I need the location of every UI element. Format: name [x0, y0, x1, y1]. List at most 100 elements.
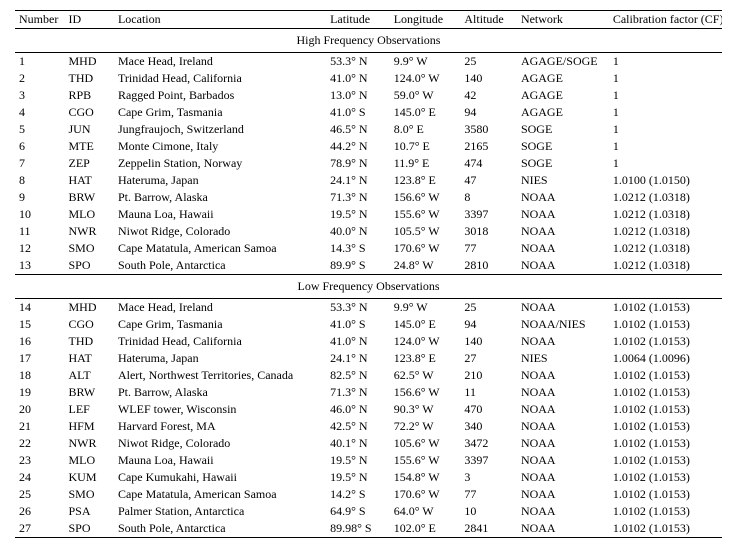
- table-row: 11NWRNiwot Ridge, Colorado40.0° N105.5° …: [15, 223, 722, 240]
- table-row: 7ZEPZeppelin Station, Norway78.9° N11.9°…: [15, 155, 722, 172]
- cell-lat: 14.3° S: [326, 240, 390, 257]
- cell-cf: 1.0102 (1.0153): [609, 316, 722, 333]
- cell-cf: 1: [609, 121, 722, 138]
- cell-lat: 82.5° N: [326, 367, 390, 384]
- cell-num: 1: [15, 53, 64, 71]
- cell-alt: 10: [460, 503, 517, 520]
- cell-net: NOAA: [517, 452, 609, 469]
- col-altitude: Altitude: [460, 11, 517, 29]
- col-longitude: Longitude: [390, 11, 461, 29]
- cell-id: ALT: [64, 367, 113, 384]
- cell-net: NOAA/NIES: [517, 316, 609, 333]
- cell-id: NWR: [64, 223, 113, 240]
- cell-num: 27: [15, 520, 64, 538]
- cell-cf: 1: [609, 155, 722, 172]
- cell-loc: Pt. Barrow, Alaska: [114, 384, 326, 401]
- cell-num: 15: [15, 316, 64, 333]
- cell-loc: Cape Matatula, American Samoa: [114, 240, 326, 257]
- cell-alt: 3: [460, 469, 517, 486]
- cell-num: 23: [15, 452, 64, 469]
- cell-net: SOGE: [517, 155, 609, 172]
- table-row: 6MTEMonte Cimone, Italy44.2° N10.7° E216…: [15, 138, 722, 155]
- cell-lat: 44.2° N: [326, 138, 390, 155]
- cell-cf: 1.0102 (1.0153): [609, 384, 722, 401]
- cell-net: AGAGE: [517, 87, 609, 104]
- cell-net: AGAGE: [517, 70, 609, 87]
- cell-id: THD: [64, 333, 113, 350]
- cell-alt: 11: [460, 384, 517, 401]
- table-row: 15CGOCape Grim, Tasmania41.0° S145.0° E9…: [15, 316, 722, 333]
- cell-id: PSA: [64, 503, 113, 520]
- cell-id: MLO: [64, 452, 113, 469]
- cell-num: 21: [15, 418, 64, 435]
- table-row: 14MHDMace Head, Ireland53.3° N9.9° W25NO…: [15, 299, 722, 317]
- cell-id: SPO: [64, 520, 113, 538]
- cell-net: NOAA: [517, 240, 609, 257]
- cell-alt: 2165: [460, 138, 517, 155]
- cell-num: 14: [15, 299, 64, 317]
- cell-id: KUM: [64, 469, 113, 486]
- cell-lon: 8.0° E: [390, 121, 461, 138]
- table-row: 13SPOSouth Pole, Antarctica89.9° S24.8° …: [15, 257, 722, 275]
- table-row: 22NWRNiwot Ridge, Colorado40.1° N105.6° …: [15, 435, 722, 452]
- table-row: 12SMOCape Matatula, American Samoa14.3° …: [15, 240, 722, 257]
- cell-lon: 145.0° E: [390, 316, 461, 333]
- table-row: 3RPBRagged Point, Barbados13.0° N59.0° W…: [15, 87, 722, 104]
- cell-alt: 77: [460, 486, 517, 503]
- cell-id: CGO: [64, 104, 113, 121]
- cell-alt: 42: [460, 87, 517, 104]
- table-row: 16THDTrinidad Head, California41.0° N124…: [15, 333, 722, 350]
- cell-loc: South Pole, Antarctica: [114, 257, 326, 275]
- table-row: 10MLOMauna Loa, Hawaii19.5° N155.6° W339…: [15, 206, 722, 223]
- cell-loc: Mace Head, Ireland: [114, 299, 326, 317]
- cell-alt: 2841: [460, 520, 517, 538]
- cell-lon: 105.5° W: [390, 223, 461, 240]
- cell-alt: 77: [460, 240, 517, 257]
- cell-id: JUN: [64, 121, 113, 138]
- cell-lat: 42.5° N: [326, 418, 390, 435]
- cell-num: 4: [15, 104, 64, 121]
- cell-lat: 89.9° S: [326, 257, 390, 275]
- table-row: 1MHDMace Head, Ireland53.3° N9.9° W25AGA…: [15, 53, 722, 71]
- cell-id: HFM: [64, 418, 113, 435]
- cell-id: MHD: [64, 299, 113, 317]
- cell-id: THD: [64, 70, 113, 87]
- cell-num: 11: [15, 223, 64, 240]
- cell-num: 12: [15, 240, 64, 257]
- cell-alt: 27: [460, 350, 517, 367]
- cell-net: NOAA: [517, 257, 609, 275]
- cell-id: BRW: [64, 384, 113, 401]
- cell-id: NWR: [64, 435, 113, 452]
- cell-alt: 94: [460, 104, 517, 121]
- cell-alt: 470: [460, 401, 517, 418]
- cell-id: MLO: [64, 206, 113, 223]
- section-title: Low Frequency Observations: [15, 275, 722, 299]
- cell-lat: 24.1° N: [326, 172, 390, 189]
- cell-cf: 1.0102 (1.0153): [609, 435, 722, 452]
- cell-loc: WLEF tower, Wisconsin: [114, 401, 326, 418]
- cell-net: NIES: [517, 172, 609, 189]
- col-location: Location: [114, 11, 326, 29]
- cell-cf: 1.0212 (1.0318): [609, 206, 722, 223]
- cell-lat: 19.5° N: [326, 469, 390, 486]
- cell-loc: Mauna Loa, Hawaii: [114, 452, 326, 469]
- cell-lat: 14.2° S: [326, 486, 390, 503]
- cell-loc: Trinidad Head, California: [114, 333, 326, 350]
- cell-loc: Monte Cimone, Italy: [114, 138, 326, 155]
- cell-alt: 140: [460, 333, 517, 350]
- cell-lon: 124.0° W: [390, 333, 461, 350]
- cell-num: 20: [15, 401, 64, 418]
- cell-num: 8: [15, 172, 64, 189]
- cell-net: NOAA: [517, 223, 609, 240]
- cell-cf: 1.0102 (1.0153): [609, 503, 722, 520]
- cell-cf: 1.0212 (1.0318): [609, 240, 722, 257]
- cell-lon: 24.8° W: [390, 257, 461, 275]
- cell-lat: 53.3° N: [326, 299, 390, 317]
- cell-net: NOAA: [517, 503, 609, 520]
- cell-lon: 90.3° W: [390, 401, 461, 418]
- col-latitude: Latitude: [326, 11, 390, 29]
- cell-alt: 3580: [460, 121, 517, 138]
- table-row: 9BRWPt. Barrow, Alaska71.3° N156.6° W8NO…: [15, 189, 722, 206]
- cell-loc: Cape Matatula, American Samoa: [114, 486, 326, 503]
- cell-num: 3: [15, 87, 64, 104]
